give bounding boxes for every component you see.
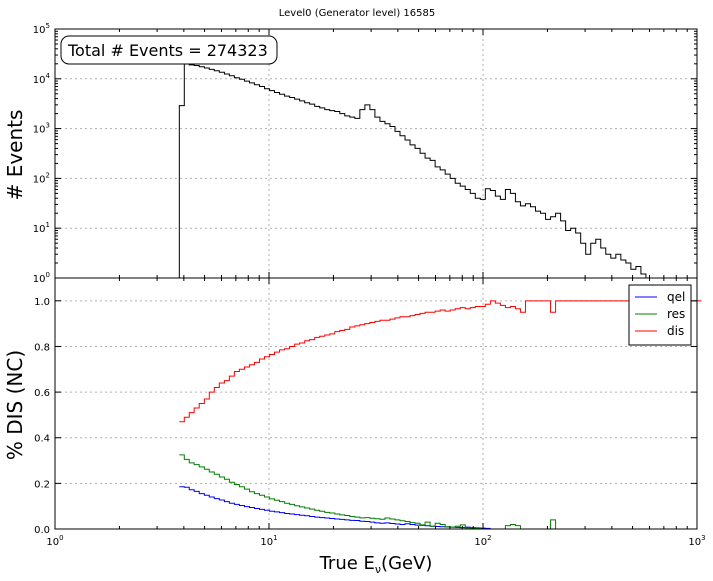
energy-x-tick-label-base: 10 — [474, 537, 487, 548]
legend-dis-label: dis — [667, 324, 684, 338]
dis-fraction-y-tick-label: 0.4 — [34, 434, 50, 445]
energy-x-tick-label-exp: 2 — [487, 534, 491, 542]
event-count-y-tick-label-exp: 3 — [46, 122, 50, 130]
event-count-y-tick-label-exp: 0 — [46, 271, 50, 279]
series-res-line — [179, 454, 566, 530]
event-count-y-tick-label-base: 10 — [33, 224, 46, 235]
event-count-y-tick-label-base: 10 — [33, 75, 46, 86]
series-dis-line — [179, 300, 702, 423]
dis-fraction-y-tick-label: 0.2 — [34, 479, 50, 490]
energy-x-tick-label-base: 10 — [46, 537, 59, 548]
event-count-y-tick-label: 105 — [33, 22, 50, 36]
figure-title: Level0 (Generator level) 16585 — [279, 8, 435, 19]
event-count-y-tick-label: 103 — [33, 122, 50, 136]
event-count-y-tick-label-base: 10 — [33, 174, 46, 185]
energy-x-tick-label-exp: 0 — [59, 534, 63, 542]
total-events-box: Total # Events = 274323 — [60, 35, 278, 65]
event-count-y-tick-label-exp: 4 — [46, 72, 51, 80]
energy-x-label-main: True E — [319, 553, 375, 574]
dis-fraction-frame — [54, 277, 698, 530]
legend-qel-label: qel — [667, 290, 685, 304]
dis-fraction-y-ticks: 0.0 0.2 0.4 0.6 0.8 1.0 — [34, 297, 697, 536]
dis-fraction-y-tick-label: 0.6 — [34, 388, 50, 399]
dis-fraction-y-tick-label: 0.0 — [34, 525, 50, 536]
dis-fraction-y-tick-label: 0.8 — [34, 342, 50, 353]
energy-x-tick-label: 100 — [46, 534, 63, 548]
energy-x-label: True Eν(GeV) — [319, 553, 433, 576]
dis-fraction-series — [179, 300, 702, 530]
series-qel-line — [179, 486, 491, 529]
event-count-y-label: # Events — [3, 110, 27, 201]
energy-x-label-sub: ν — [375, 563, 381, 576]
energy-x-label-tail: (GeV) — [381, 553, 432, 574]
dis-fraction-y-tick-label: 1.0 — [34, 297, 50, 308]
legend: qel res dis — [628, 284, 692, 346]
event-count-histogram — [178, 62, 652, 279]
event-count-y-tick-label: 104 — [33, 72, 51, 86]
event-count-y-tick-label-base: 10 — [33, 25, 46, 36]
dis-fraction-y-label: % DIS (NC) — [3, 350, 27, 460]
legend-res-label: res — [667, 307, 685, 321]
energy-x-ticks: 100 101 102 103 — [46, 278, 706, 548]
event-count-y-tick-label: 100 — [33, 271, 50, 285]
total-events-box-frame — [60, 35, 278, 65]
event-count-y-tick-label-base: 10 — [33, 125, 46, 136]
energy-x-tick-label-base: 10 — [688, 537, 701, 548]
event-count-y-tick-label-exp: 5 — [46, 22, 50, 30]
event-count-y-tick-label-exp: 2 — [46, 171, 50, 179]
energy-x-tick-label: 102 — [474, 534, 491, 548]
event-count-y-tick-label: 102 — [33, 171, 50, 185]
energy-x-tick-label-base: 10 — [260, 537, 273, 548]
energy-x-tick-label: 101 — [260, 534, 277, 548]
total-events-label: Total # Events = 274323 — [67, 41, 268, 60]
energy-x-tick-label-exp: 1 — [273, 534, 277, 542]
event-count-y-tick-label-base: 10 — [33, 274, 46, 285]
event-count-series — [178, 62, 652, 279]
energy-x-tick-label: 103 — [688, 534, 705, 548]
event-count-grid — [55, 29, 697, 278]
energy-x-tick-label-exp: 3 — [701, 534, 705, 542]
legend-frame — [628, 284, 692, 346]
dis-fraction-panel: 0.00.20.40.60.81.0 100 101 102 103 qelresdi… — [3, 277, 706, 576]
event-count-y-tick-label-exp: 1 — [46, 221, 50, 229]
event-count-y-tick-label: 101 — [33, 221, 50, 235]
